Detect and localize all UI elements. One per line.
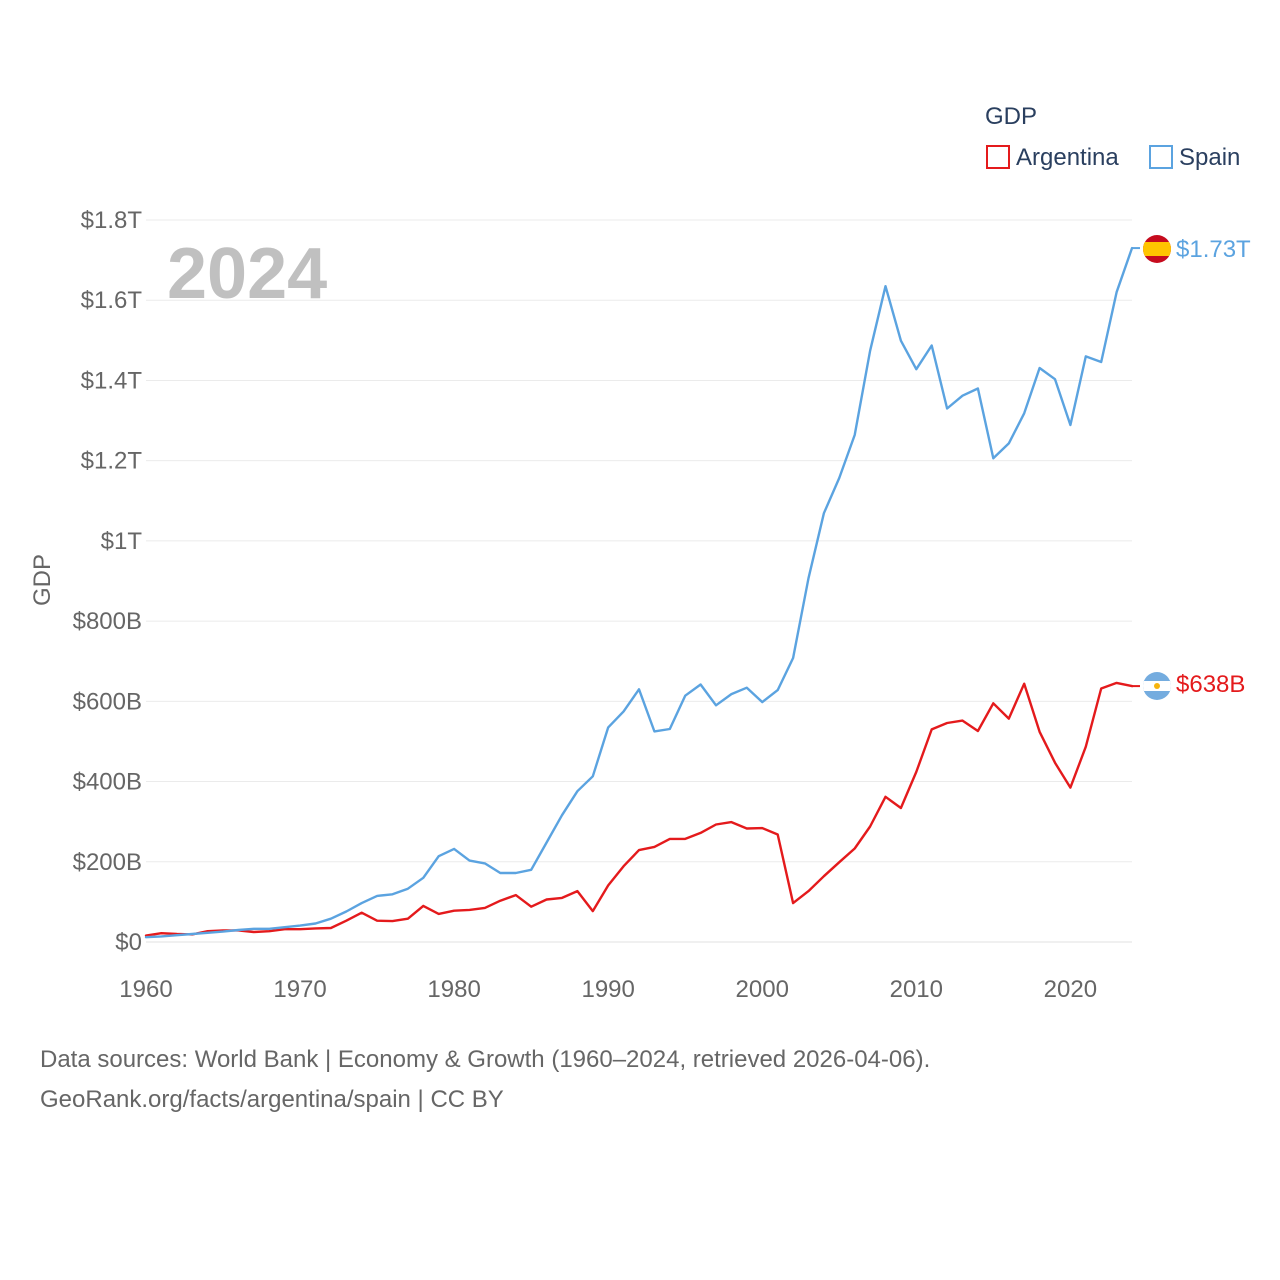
y-axis-title: GDP — [29, 554, 56, 606]
footer-sources: Data sources: World Bank | Economy & Gro… — [40, 1046, 931, 1073]
x-tick-label: 2020 — [1044, 976, 1097, 1003]
spain-end-label: $1.73T — [1176, 236, 1251, 263]
x-tick-label: 1960 — [119, 976, 172, 1003]
y-tick-label: $1.2T — [81, 448, 143, 475]
y-tick-label: $1.8T — [81, 207, 143, 234]
legend-swatch-argentina — [986, 145, 1010, 169]
y-tick-label: $1.6T — [81, 287, 143, 314]
gridlines — [146, 219, 1132, 943]
y-tick-label: $0 — [115, 929, 142, 956]
x-tick-label: 1990 — [581, 976, 634, 1003]
y-tick-label: $800B — [73, 608, 142, 635]
legend-item-spain[interactable]: Spain — [1149, 144, 1240, 171]
y-tick-label: $1.4T — [81, 367, 143, 394]
y-tick-label: $200B — [73, 849, 142, 876]
x-tick-label: 1980 — [427, 976, 480, 1003]
spain-flag-icon — [1143, 235, 1171, 263]
x-tick-label: 1970 — [273, 976, 326, 1003]
footer-link[interactable]: GeoRank.org/facts/argentina/spain | CC B… — [40, 1086, 504, 1113]
y-tick-label: $400B — [73, 769, 142, 796]
legend-swatch-spain — [1149, 145, 1173, 169]
y-tick-label: $1T — [101, 528, 143, 555]
x-tick-label: 2010 — [890, 976, 943, 1003]
argentina-end-label: $638B — [1176, 671, 1245, 698]
argentina-flag-icon — [1143, 672, 1171, 700]
year-watermark: 2024 — [167, 234, 327, 314]
legend-item-argentina[interactable]: Argentina — [986, 144, 1119, 171]
legend: GDP Argentina Spain — [985, 103, 1240, 171]
x-axis: 1960 1970 1980 1990 2000 2010 2020 — [119, 976, 1097, 1003]
series-layer — [144, 246, 1140, 939]
x-tick-label: 2000 — [736, 976, 789, 1003]
series-line-argentina[interactable] — [144, 681, 1134, 937]
series-line-spain[interactable] — [144, 246, 1134, 939]
y-axis: $0 $200B $400B $600B $800B $1T $1.2T $1.4T $1.6T… — [73, 207, 143, 956]
legend-label-spain: Spain — [1179, 144, 1240, 171]
legend-title: GDP — [985, 103, 1037, 130]
y-tick-label: $600B — [73, 688, 142, 715]
legend-label-argentina: Argentina — [1016, 144, 1119, 171]
